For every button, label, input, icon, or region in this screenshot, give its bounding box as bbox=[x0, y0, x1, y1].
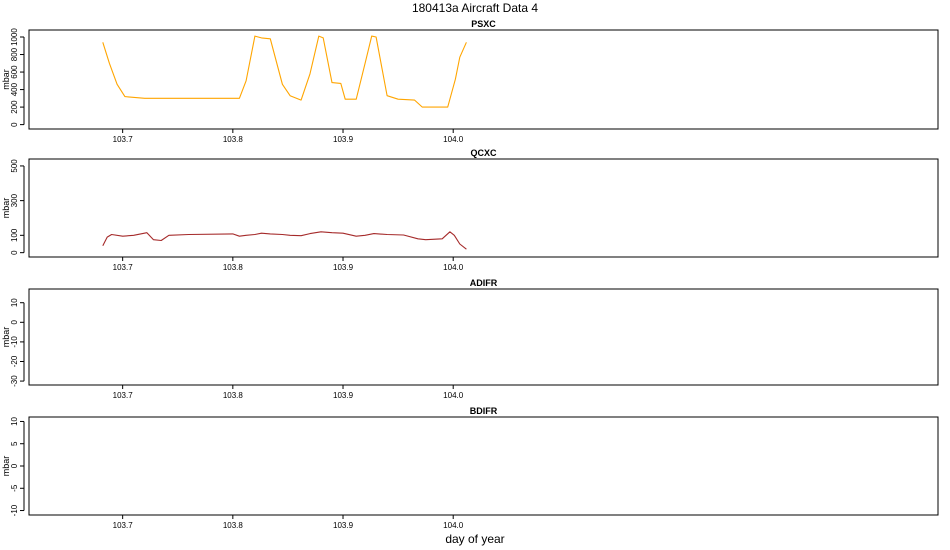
y-tick-label: 0 bbox=[10, 122, 19, 127]
y-tick-label: 400 bbox=[10, 82, 19, 96]
y-tick-label: -10 bbox=[10, 504, 19, 516]
y-tick-label: 1000 bbox=[10, 28, 19, 46]
x-tick-label: 104.0 bbox=[443, 391, 464, 400]
y-tick-label: -10 bbox=[10, 336, 19, 348]
x-tick-label: 103.8 bbox=[223, 263, 244, 272]
panel-title: QCXC bbox=[470, 148, 497, 158]
series-line-qcxc bbox=[102, 231, 467, 250]
x-tick-label: 103.9 bbox=[333, 263, 354, 272]
y-tick-label: 10 bbox=[10, 416, 19, 425]
y-tick-label: 600 bbox=[10, 65, 19, 79]
y-tick-label: 500 bbox=[10, 159, 19, 173]
x-tick-label: 103.7 bbox=[113, 135, 134, 144]
y-tick-label: 5 bbox=[10, 441, 19, 446]
plot-frame bbox=[28, 288, 939, 386]
plot-frame bbox=[28, 29, 939, 130]
y-tick-label: 0 bbox=[10, 463, 19, 468]
y-tick-label: 200 bbox=[10, 100, 19, 114]
y-tick-label: 100 bbox=[10, 228, 19, 242]
panel-title: BDIFR bbox=[470, 406, 498, 416]
x-tick-label: 104.0 bbox=[443, 521, 464, 530]
y-tick-label: 300 bbox=[10, 193, 19, 207]
figure-title: 180413a Aircraft Data 4 bbox=[412, 1, 538, 15]
x-tick-label: 103.7 bbox=[113, 263, 134, 272]
panel-psxc: PSXC mbar 103.7 103.8 103.9 104.0 0 200 400 600 80… bbox=[1, 19, 939, 144]
x-tick-label: 103.9 bbox=[333, 391, 354, 400]
y-tick-label: 800 bbox=[10, 47, 19, 61]
y-tick-label: -5 bbox=[10, 484, 19, 492]
y-tick-label: -30 bbox=[10, 375, 19, 387]
panel-adifr: ADIFR mbar 103.7 103.8 103.9 104.0 -30 -20 -10 0 1… bbox=[1, 278, 939, 400]
x-axis-label: day of year bbox=[445, 532, 504, 546]
y-axis-label: mbar bbox=[1, 198, 11, 219]
y-tick-label: 10 bbox=[10, 298, 19, 307]
x-tick-label: 103.7 bbox=[113, 521, 134, 530]
panel-bdifr: BDIFR mbar 103.7 103.8 103.9 104.0 -10 -5 0 5 10 bbox=[1, 406, 939, 530]
y-tick-label: 0 bbox=[10, 250, 19, 255]
y-axis-label: mbar bbox=[1, 327, 11, 348]
panel-title: PSXC bbox=[471, 19, 496, 29]
x-tick-label: 103.8 bbox=[223, 135, 244, 144]
plot-frame bbox=[28, 416, 939, 516]
x-tick-label: 103.8 bbox=[223, 391, 244, 400]
y-tick-label: 0 bbox=[10, 320, 19, 325]
y-tick-label: -20 bbox=[10, 355, 19, 367]
panel-title: ADIFR bbox=[470, 278, 498, 288]
panel-qcxc: QCXC mbar 103.7 103.8 103.9 104.0 0 100 300 500 bbox=[1, 148, 939, 272]
series-line-psxc bbox=[102, 35, 467, 108]
y-axis-label: mbar bbox=[1, 69, 11, 90]
y-axis-label: mbar bbox=[1, 456, 11, 477]
x-tick-label: 103.9 bbox=[333, 521, 354, 530]
x-tick-label: 103.8 bbox=[223, 521, 244, 530]
x-tick-label: 104.0 bbox=[443, 135, 464, 144]
panels: PSXC mbar 103.7 103.8 103.9 104.0 0 200 400 600 80… bbox=[1, 19, 939, 530]
x-tick-label: 103.9 bbox=[333, 135, 354, 144]
plot-frame bbox=[28, 158, 939, 258]
x-tick-label: 103.7 bbox=[113, 391, 134, 400]
x-tick-label: 104.0 bbox=[443, 263, 464, 272]
